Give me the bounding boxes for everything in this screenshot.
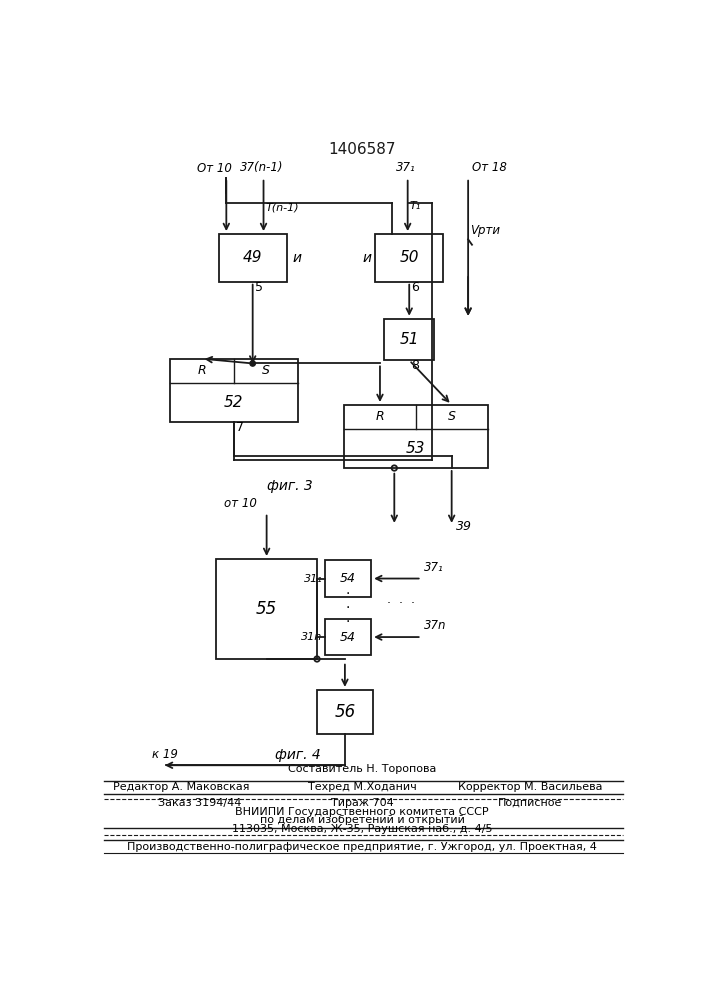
Text: ·
·
·: · · · bbox=[346, 587, 350, 629]
Text: по делам изобретений и открытий: по делам изобретений и открытий bbox=[259, 815, 464, 825]
Text: Редактор А. Маковская: Редактор А. Маковская bbox=[113, 782, 250, 792]
Text: 53: 53 bbox=[406, 441, 426, 456]
Text: От 10: От 10 bbox=[197, 162, 232, 175]
Text: Корректор М. Васильева: Корректор М. Васильева bbox=[458, 782, 602, 792]
Text: и: и bbox=[293, 251, 302, 265]
Text: 52: 52 bbox=[224, 395, 243, 410]
Text: Составитель Н. Торопова: Составитель Н. Торопова bbox=[288, 764, 436, 774]
Text: Заказ 3194/44: Заказ 3194/44 bbox=[158, 798, 242, 808]
Bar bbox=[216, 559, 317, 659]
Text: 51: 51 bbox=[399, 332, 419, 347]
Text: и: и bbox=[363, 251, 372, 265]
Text: фиг. 3: фиг. 3 bbox=[267, 479, 312, 493]
Text: 37₁: 37₁ bbox=[424, 561, 444, 574]
Text: Vрти: Vрти bbox=[470, 224, 501, 237]
Text: T₁: T₁ bbox=[410, 201, 421, 211]
Text: 54: 54 bbox=[340, 631, 356, 644]
Text: Техред М.Ходанич: Техред М.Ходанич bbox=[308, 782, 416, 792]
Text: S: S bbox=[262, 364, 269, 377]
Text: 31n: 31n bbox=[301, 632, 322, 642]
Bar bbox=[325, 560, 371, 597]
Text: 7: 7 bbox=[236, 421, 244, 434]
Bar bbox=[375, 234, 443, 282]
Text: 8: 8 bbox=[411, 359, 419, 372]
Text: T(n-1): T(n-1) bbox=[266, 203, 300, 213]
Circle shape bbox=[250, 361, 255, 366]
Text: 1406587: 1406587 bbox=[328, 142, 396, 157]
Text: 5: 5 bbox=[255, 281, 263, 294]
Text: 37n: 37n bbox=[424, 619, 446, 632]
Bar bbox=[218, 234, 287, 282]
Text: от 10: от 10 bbox=[224, 497, 257, 510]
Bar bbox=[344, 405, 488, 468]
Text: фиг. 4: фиг. 4 bbox=[275, 748, 320, 762]
Text: 55: 55 bbox=[256, 600, 277, 618]
Bar bbox=[317, 690, 373, 734]
Text: к 19: к 19 bbox=[152, 748, 177, 761]
Text: R: R bbox=[375, 410, 385, 423]
Text: 6: 6 bbox=[411, 281, 419, 294]
Text: ·  ·  ·: · · · bbox=[387, 597, 415, 610]
Text: Тираж 704: Тираж 704 bbox=[331, 798, 393, 808]
Bar bbox=[325, 619, 371, 655]
Text: Производственно-полиграфическое предприятие, г. Ужгород, ул. Проектная, 4: Производственно-полиграфическое предприя… bbox=[127, 842, 597, 852]
Text: 113035, Москва, Ж-35, Раушская наб., д. 4/5: 113035, Москва, Ж-35, Раушская наб., д. … bbox=[232, 824, 492, 834]
Text: S: S bbox=[448, 410, 455, 423]
Bar bbox=[385, 319, 434, 360]
Text: 39: 39 bbox=[455, 520, 472, 533]
Text: От 18: От 18 bbox=[472, 161, 507, 174]
Text: R: R bbox=[197, 364, 206, 377]
Bar bbox=[170, 359, 298, 422]
Text: 56: 56 bbox=[334, 703, 356, 721]
Text: 50: 50 bbox=[399, 250, 419, 265]
Text: 37(n-1): 37(n-1) bbox=[240, 161, 284, 174]
Text: 37₁: 37₁ bbox=[396, 161, 416, 174]
Text: 54: 54 bbox=[340, 572, 356, 585]
Text: 31₁: 31₁ bbox=[304, 574, 322, 584]
Text: 49: 49 bbox=[243, 250, 262, 265]
Text: ВНИИПИ Государственного комитета СССР: ВНИИПИ Государственного комитета СССР bbox=[235, 807, 489, 817]
Text: Подписное: Подписное bbox=[498, 798, 562, 808]
